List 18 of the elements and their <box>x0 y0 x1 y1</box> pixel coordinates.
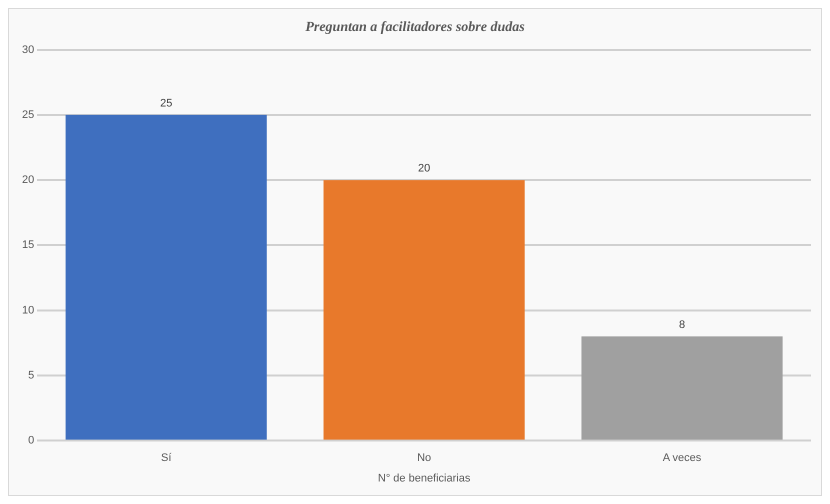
x-tick-label: A veces <box>662 452 702 464</box>
y-tick-label: 15 <box>22 239 34 252</box>
x-tick-label: Sí <box>160 452 172 464</box>
bar <box>581 336 783 440</box>
bar <box>324 180 525 440</box>
x-axis-title: N° de beneficiarias <box>378 472 471 484</box>
y-tick-label: 0 <box>28 434 34 447</box>
data-label: 8 <box>678 318 686 331</box>
data-label: 25 <box>160 97 172 110</box>
y-tick-label: 5 <box>28 370 34 382</box>
y-tick-label: 30 <box>22 44 34 56</box>
bar <box>66 114 267 440</box>
y-tick-label: 20 <box>22 174 34 186</box>
chart-title: Preguntan a facilitadores sobre dudas <box>305 20 526 36</box>
y-tick-label: 10 <box>22 304 34 316</box>
y-tick-label: 25 <box>22 108 34 121</box>
x-tick-label: No <box>417 452 432 464</box>
data-label: 20 <box>418 162 430 175</box>
